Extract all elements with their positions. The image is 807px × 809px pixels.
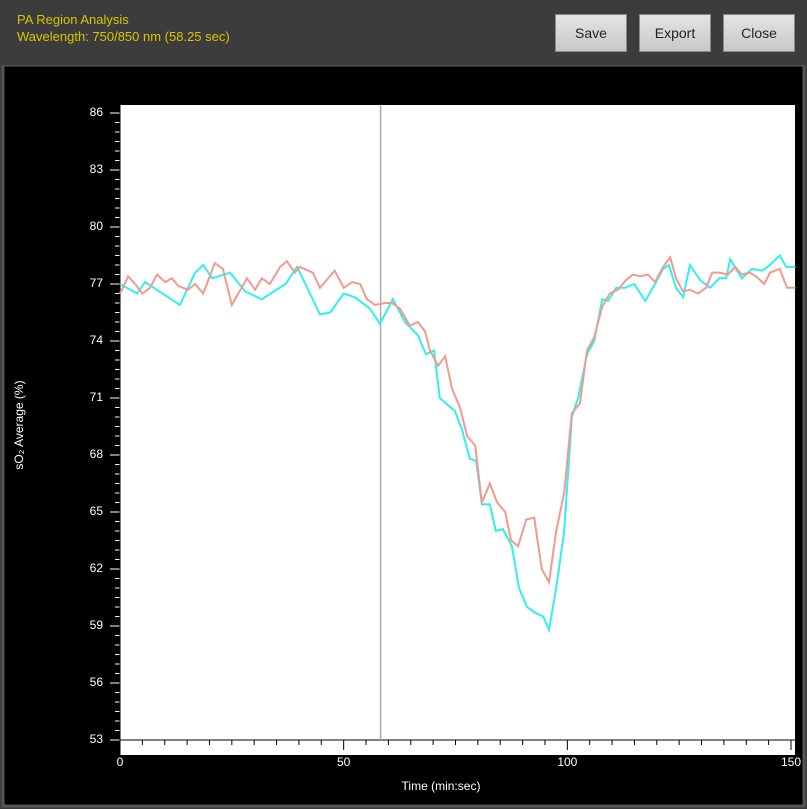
subtitle: Wavelength: 750/850 nm (58.25 sec)	[17, 29, 230, 44]
y-tick-label: 80	[90, 219, 104, 233]
close-button[interactable]: Close	[723, 14, 795, 52]
series-line	[119, 255, 796, 586]
x-tick-label: 0	[117, 755, 124, 769]
y-tick-label: 86	[90, 105, 104, 119]
y-tick-label: 53	[90, 732, 104, 746]
y-tick-label: 71	[90, 390, 104, 404]
chart: Time (min:sec) sO₂ Average (%) 53 56 59 62 6…	[1, 65, 806, 808]
y-tick-label: 77	[90, 276, 104, 290]
title: PA Region Analysis	[17, 12, 129, 27]
plot-area	[120, 105, 795, 755]
y-tick-label: 83	[90, 162, 104, 176]
y-tick-label: 59	[90, 618, 104, 632]
export-button[interactable]: Export	[639, 14, 711, 52]
y-tick-label: 68	[90, 447, 104, 461]
x-axis-label: Time (min:sec)	[402, 779, 481, 793]
y-tick-label: 62	[90, 561, 104, 575]
x-tick-label: 50	[337, 755, 351, 769]
y-axis-label: sO₂ Average (%)	[12, 380, 26, 469]
x-tick-label: 100	[557, 755, 577, 769]
series-line	[119, 253, 796, 634]
y-tick-label: 74	[90, 333, 104, 347]
x-tick-label: 150	[781, 755, 801, 769]
toolbar: PA Region Analysis Wavelength: 750/850 n…	[0, 0, 807, 65]
y-tick-label: 65	[90, 504, 104, 518]
y-tick-label: 56	[90, 675, 104, 689]
save-button[interactable]: Save	[555, 14, 627, 52]
